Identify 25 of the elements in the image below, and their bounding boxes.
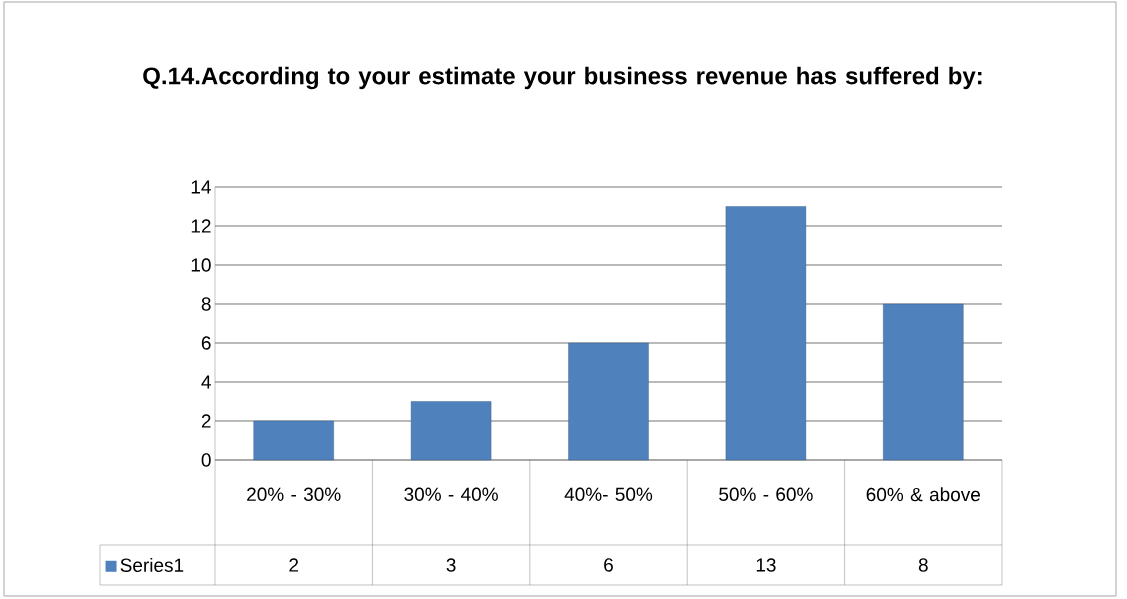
legend-label: Series1: [120, 558, 184, 572]
bar: [883, 303, 964, 461]
y-tick-label: 6: [201, 336, 211, 350]
x-tick-label: 50% - 60%: [719, 487, 813, 501]
bar: [568, 342, 649, 461]
data-label: 13: [756, 558, 776, 572]
y-tick-label: 12: [191, 219, 211, 233]
y-tick-label: 4: [201, 375, 211, 389]
data-label: 3: [446, 558, 456, 572]
y-tick-label: 0: [201, 453, 211, 467]
data-label: 8: [918, 558, 928, 572]
bar: [410, 401, 492, 461]
y-tick-label: 8: [201, 297, 211, 311]
y-tick-label: 10: [191, 258, 211, 272]
x-tick-label: 30% - 40%: [404, 487, 498, 501]
data-label: 6: [604, 558, 613, 572]
x-tick-label: 60% & above: [866, 487, 980, 502]
bar: [253, 420, 334, 461]
data-label: 2: [289, 558, 299, 572]
x-tick-label: 40%- 50%: [564, 487, 653, 501]
bar: [725, 206, 807, 461]
chart-title: Q.14.According to your estimate your business revenue has suffered by:: [143, 66, 982, 90]
x-tick-label: 20% - 30%: [247, 487, 341, 501]
y-tick-label: 14: [191, 180, 211, 194]
y-tick-label: 2: [201, 414, 211, 428]
